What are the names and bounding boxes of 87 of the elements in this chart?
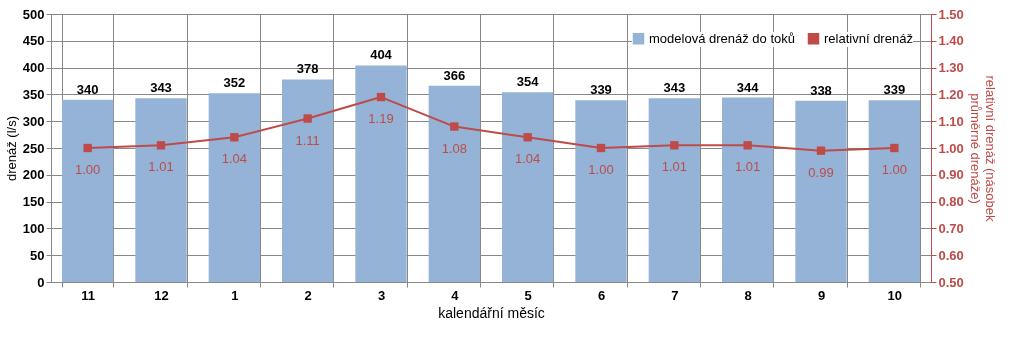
data-label: 1.04 — [221, 151, 247, 167]
data-label: 1.11 — [295, 132, 320, 148]
x-tick-label: 12 — [154, 287, 169, 303]
y-tick-label: 350 — [22, 86, 45, 102]
y-tick-label: 300 — [22, 113, 45, 129]
y-tick-label: 0 — [37, 274, 45, 290]
data-label: 1.00 — [75, 162, 101, 177]
point — [743, 141, 752, 150]
y2-tick-label: 1.00 — [938, 140, 964, 156]
x-tick-label: 9 — [817, 287, 826, 303]
y-tick-label: 100 — [22, 220, 45, 236]
y-tick-label: 50 — [30, 247, 45, 263]
point — [670, 141, 679, 150]
point — [890, 143, 899, 153]
bar — [355, 65, 407, 282]
y-tick-label: 150 — [22, 194, 45, 210]
point — [450, 122, 459, 131]
data-label: 1.08 — [441, 140, 467, 156]
y2-tick-label: 0.90 — [938, 167, 964, 183]
data-label: 404 — [370, 47, 393, 63]
y2-axis-title: relativní drenáž (násobek průměrné drenáže) — [967, 75, 998, 222]
bar — [502, 92, 554, 282]
y2-tick-label: 0.50 — [938, 274, 964, 290]
x-tick-label: 4 — [451, 287, 460, 303]
bar — [135, 98, 187, 282]
bar — [208, 93, 260, 282]
point — [596, 143, 606, 153]
bar — [575, 100, 627, 282]
x-tick-label: 1 — [231, 287, 239, 303]
point — [156, 141, 166, 150]
y2-tick-label: 0.60 — [938, 247, 964, 263]
y-axis-title: drenáž (l/s) — [3, 115, 19, 182]
y2-tick-label: 1.50 — [938, 6, 964, 22]
data-label: 340 — [76, 81, 99, 97]
bar — [62, 99, 114, 282]
y-tick-label: 200 — [22, 167, 45, 183]
point — [83, 143, 92, 153]
x-tick-label: 3 — [377, 287, 386, 303]
y2-tick-label: 1.20 — [938, 86, 964, 102]
y2-tick-label: 1.30 — [938, 60, 964, 76]
point — [376, 92, 386, 102]
data-label: 366 — [443, 67, 466, 83]
point — [303, 114, 312, 123]
x-tick-label: 11 — [81, 287, 96, 303]
bar — [722, 97, 774, 282]
data-label: 1.00 — [588, 162, 614, 177]
point — [816, 146, 826, 155]
x-axis-title: kalendářní měsíc — [438, 304, 545, 321]
data-label: 378 — [296, 61, 319, 77]
x-tick-label: 5 — [524, 287, 532, 303]
data-label: 0.99 — [808, 164, 834, 180]
x-tick-label: 6 — [597, 287, 606, 303]
data-label: 343 — [663, 80, 686, 96]
y2-tick-label: 1.10 — [938, 113, 964, 129]
data-label: 338 — [810, 82, 832, 98]
legend-label: relativní drenáž — [824, 30, 913, 46]
data-label: 344 — [736, 79, 760, 95]
point — [230, 133, 239, 142]
y-tick-label: 250 — [22, 140, 45, 156]
data-label: 1.19 — [368, 111, 394, 127]
y-tick-label: 400 — [22, 60, 45, 76]
data-label: 1.01 — [661, 159, 687, 175]
x-tick-label: 8 — [744, 287, 752, 303]
y-tick-label: 450 — [22, 33, 45, 49]
data-label: 339 — [590, 82, 612, 98]
data-label: 343 — [150, 80, 172, 96]
data-label: 1.00 — [881, 162, 907, 177]
data-label: 354 — [516, 74, 540, 90]
data-label: 352 — [223, 75, 246, 91]
bar — [795, 100, 847, 282]
bar — [648, 98, 700, 282]
bar — [428, 85, 480, 282]
legend-label: modelová drenáž do toků — [649, 30, 795, 46]
x-tick-label: 7 — [671, 287, 679, 303]
data-label: 1.01 — [148, 159, 174, 175]
point — [523, 133, 532, 142]
bar — [868, 100, 920, 282]
x-tick-label: 2 — [304, 287, 312, 303]
data-label: 1.01 — [735, 159, 761, 175]
y2-tick-label: 1.40 — [938, 33, 964, 49]
data-label: 339 — [883, 82, 906, 98]
y-tick-label: 500 — [22, 6, 45, 22]
data-label: 1.04 — [515, 151, 541, 167]
y2-tick-label: 0.80 — [938, 194, 964, 210]
y2-tick-label: 0.70 — [938, 220, 964, 236]
x-tick-label: 10 — [887, 287, 903, 303]
bar — [282, 79, 334, 282]
